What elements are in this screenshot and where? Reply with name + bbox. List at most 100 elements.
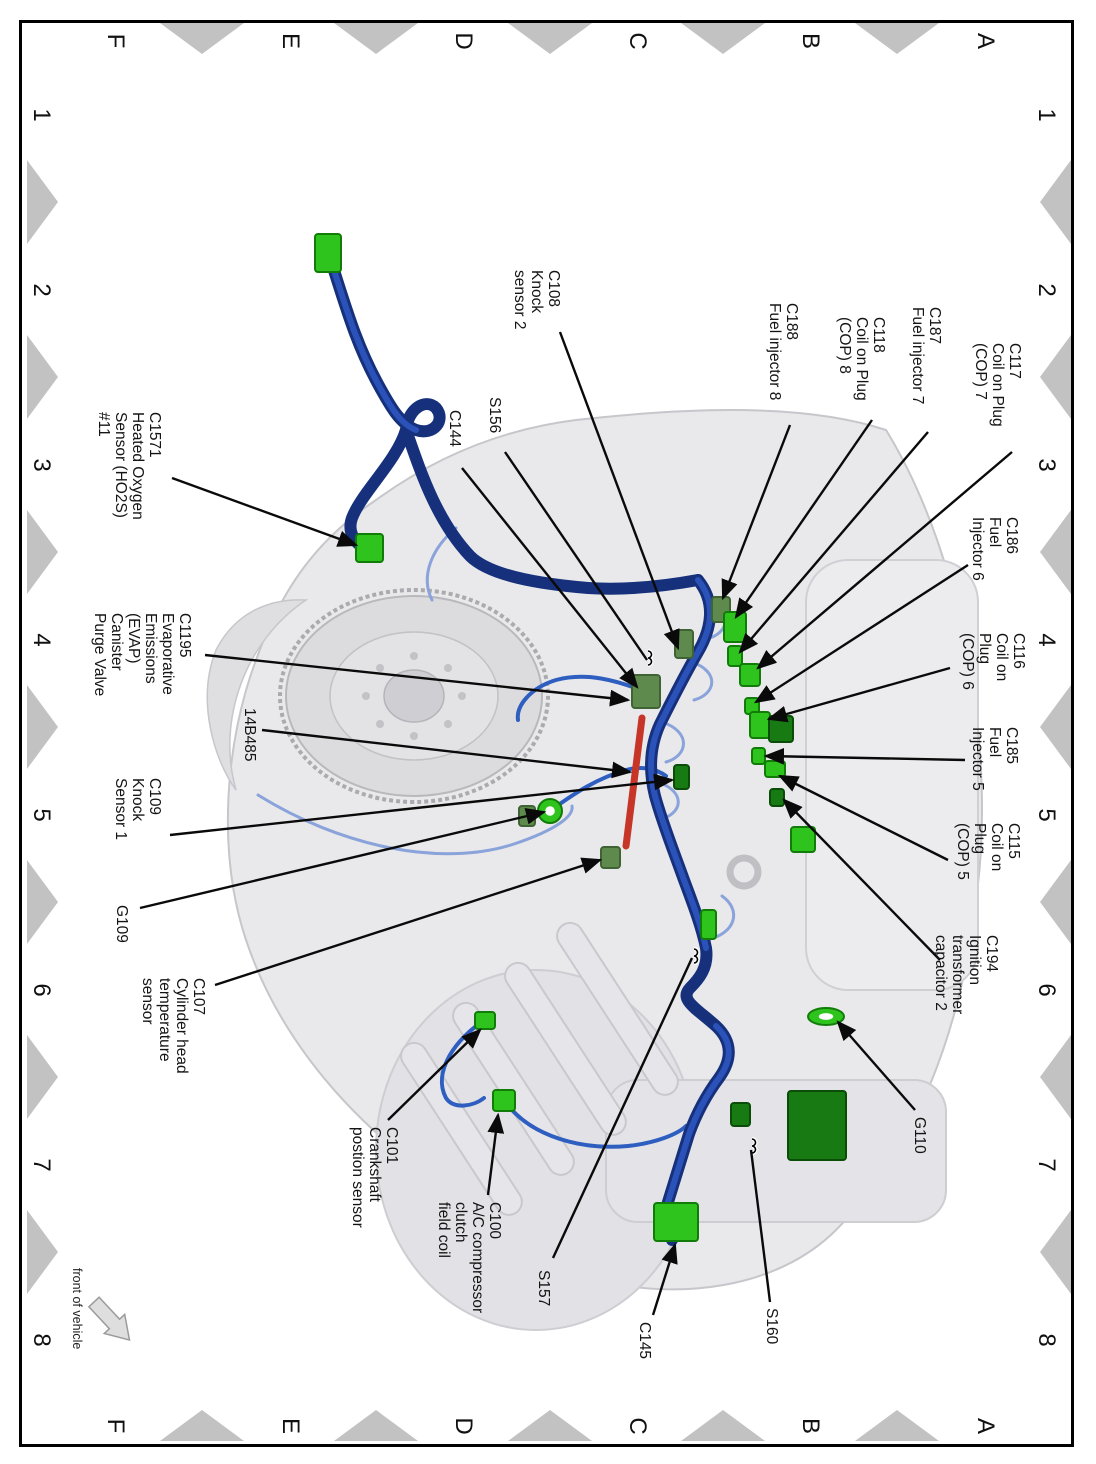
leader-line-g110 xyxy=(836,1020,916,1111)
callout-line: C185 xyxy=(1003,727,1020,765)
leader-line-s156 xyxy=(504,451,648,661)
callout-line: sensor xyxy=(139,978,156,1025)
callout-c115: C115 Coil on Plug (COP) 5 xyxy=(954,823,1022,880)
callout-line: Coil on xyxy=(988,823,1005,872)
g109-ring-terminal xyxy=(537,798,563,824)
grid-number-bottom-1: 1 xyxy=(28,108,55,122)
callout-line: Emissions xyxy=(142,613,159,684)
callout-line: Fuel injector 7 xyxy=(909,307,926,405)
callout-line: C117 xyxy=(1006,343,1023,379)
callout-c185: C185 Fuel Injector 5 xyxy=(969,727,1020,791)
callout-line: (EVAP) xyxy=(125,613,142,664)
callout-c100: C100 A/C compressor clutch field coil xyxy=(435,1202,503,1313)
callout-line: temperature xyxy=(156,978,173,1062)
grid-letter-left-B: B xyxy=(797,32,824,50)
callout-s160: S160 xyxy=(763,1308,780,1344)
evap-purge-valve-connector xyxy=(631,674,661,709)
callout-line: C194 xyxy=(983,935,1000,973)
callout-g110: G110 xyxy=(911,1117,928,1154)
leader-line-c1195 xyxy=(204,653,631,707)
main-harness xyxy=(322,246,735,1246)
zone-triangle-bottom xyxy=(27,1210,58,1294)
callout-c1571: C1571 Heated Oxygen Sensor (HO2S) #11 xyxy=(95,412,163,520)
callout-c116: C116 Coil on Plug (COP) 6 xyxy=(959,633,1027,690)
zone-triangle-left xyxy=(334,23,418,54)
leader-line-c1571 xyxy=(171,476,359,547)
callout-line: #11 xyxy=(95,412,112,437)
callout-line: S160 xyxy=(763,1308,780,1345)
callout-g109: G109 xyxy=(113,905,130,943)
coil-rail-connector xyxy=(768,715,794,743)
grid-number-bottom-6: 6 xyxy=(28,983,55,997)
callout-line: Sensor 1 xyxy=(112,778,129,841)
callout-line: Fuel injector 8 xyxy=(766,303,783,401)
leader-line-c108 xyxy=(558,331,680,651)
small-bright-connector xyxy=(700,909,717,940)
zone-triangle-top xyxy=(1040,1035,1071,1119)
grid-number-top-2: 2 xyxy=(1033,283,1060,297)
fuel-injector-7-connector xyxy=(727,645,743,667)
callout-line: C108 xyxy=(545,270,562,308)
grid-letter-left-C: C xyxy=(624,32,651,50)
ac-clutch-connector xyxy=(492,1089,516,1112)
front-of-vehicle-arrow-icon xyxy=(87,1296,131,1342)
cop-bank-connector xyxy=(790,826,816,853)
zone-triangle-top xyxy=(1040,335,1071,419)
leader-line-c145 xyxy=(651,1242,678,1316)
callout-line: Fuel xyxy=(986,727,1003,758)
callout-line: Knock xyxy=(129,778,146,822)
flywheel xyxy=(278,588,550,804)
splice-layer xyxy=(647,649,758,1155)
callout-line: clutch xyxy=(452,1202,469,1243)
s160-splice xyxy=(751,1137,758,1155)
grid-letter-left-E: E xyxy=(277,32,304,50)
zone-triangle-top xyxy=(1040,160,1071,244)
callout-line: Canister xyxy=(108,613,125,671)
callout-s157: S157 xyxy=(535,1270,552,1306)
zone-triangle-bottom xyxy=(27,860,58,944)
callout-line: (COP) 5 xyxy=(954,823,971,880)
cop-6-connector xyxy=(749,711,771,739)
callout-s156: S156 xyxy=(486,397,503,433)
callout-line: Coil on xyxy=(993,633,1010,682)
callout-c107: C107 Cylinder head temperature sensor xyxy=(139,978,207,1074)
zone-triangle-left xyxy=(855,23,939,54)
leader-line-c144 xyxy=(461,467,639,689)
grid-letter-left-D: D xyxy=(450,32,477,50)
zone-triangle-right xyxy=(855,1410,939,1441)
callout-line: C187 xyxy=(926,307,943,345)
fuel-injector-5-connector xyxy=(751,747,766,765)
callout-line: Plug xyxy=(976,633,993,665)
callout-line: C188 xyxy=(783,303,800,341)
cop-8-connector xyxy=(723,611,747,643)
grid-number-bottom-4: 4 xyxy=(28,633,55,647)
callout-line: (COP) 6 xyxy=(959,633,976,690)
callout-line: C118 xyxy=(870,317,887,353)
grid-number-bottom-8: 8 xyxy=(28,1333,55,1347)
callout-line: Coil on Plug xyxy=(989,343,1006,427)
callout-c118: C118 Coil on Plug (COP) 8 xyxy=(836,317,887,401)
callout-line: Injector 5 xyxy=(969,727,986,791)
callout-line: G109 xyxy=(113,905,130,943)
leader-line-c118 xyxy=(734,419,873,619)
leader-line-c185 xyxy=(763,747,966,765)
ho2s-connector xyxy=(355,533,384,563)
cylinder-head-temp-connector xyxy=(600,846,621,869)
harness-end-connector xyxy=(314,233,342,273)
zone-triangle-right xyxy=(160,1410,244,1441)
callout-line: C109 xyxy=(146,778,163,816)
callout-line: capacitor 2 xyxy=(932,935,949,1011)
leader-line-c187 xyxy=(738,431,929,654)
zone-triangle-top xyxy=(1040,1210,1071,1294)
zone-triangle-top xyxy=(1040,510,1071,594)
zone-markers xyxy=(27,23,1071,1441)
zone-triangle-bottom xyxy=(27,160,58,244)
connector-layer xyxy=(314,233,847,1242)
callout-line: 14B485 xyxy=(241,708,258,762)
leader-line-c116 xyxy=(766,666,951,723)
leader-line-c117 xyxy=(756,451,1013,670)
callout-c117: C117 Coil on Plug (COP) 7 xyxy=(972,343,1023,427)
callout-line: C107 xyxy=(190,978,207,1016)
callout-line: C186 xyxy=(1003,517,1020,555)
